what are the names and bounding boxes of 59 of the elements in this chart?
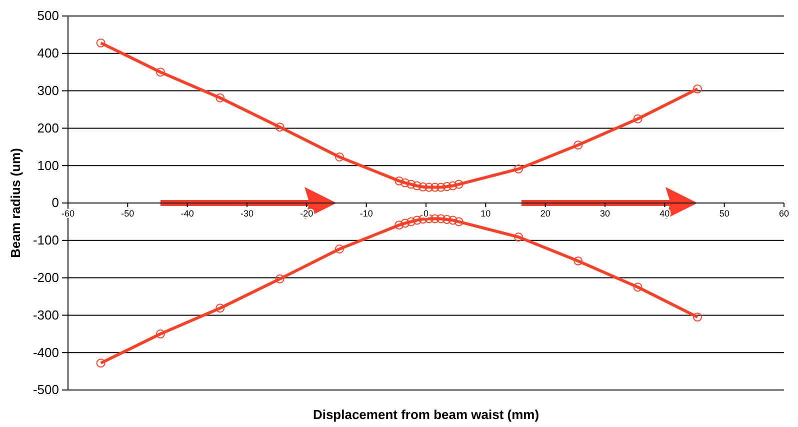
x-tick-label: -30 bbox=[240, 208, 254, 218]
point bbox=[514, 232, 523, 242]
x-tick-label: 20 bbox=[540, 208, 550, 218]
y-tick-label: -400 bbox=[32, 344, 59, 360]
point bbox=[448, 216, 458, 225]
point bbox=[442, 182, 452, 192]
y-tick-label: -200 bbox=[32, 270, 59, 285]
point bbox=[275, 122, 284, 132]
point bbox=[394, 220, 404, 230]
x-tick-label: 30 bbox=[600, 208, 610, 218]
point bbox=[448, 181, 458, 190]
point bbox=[334, 152, 344, 162]
y-axis-title: Beam radius (um) bbox=[8, 148, 23, 258]
point bbox=[574, 140, 583, 150]
point bbox=[436, 214, 446, 224]
point bbox=[406, 217, 416, 226]
point bbox=[633, 282, 642, 292]
point bbox=[412, 216, 422, 225]
y-tick-label: 100 bbox=[37, 158, 59, 173]
point bbox=[216, 93, 225, 102]
point bbox=[275, 274, 284, 284]
point bbox=[424, 182, 434, 192]
x-axis-title: Displacement from beam waist (mm) bbox=[312, 407, 540, 422]
point bbox=[514, 164, 523, 174]
point bbox=[216, 304, 225, 313]
point bbox=[400, 178, 410, 188]
point bbox=[436, 182, 446, 192]
point bbox=[454, 180, 464, 189]
point bbox=[156, 68, 165, 77]
y-tick-label: -500 bbox=[32, 382, 59, 398]
point bbox=[156, 329, 165, 338]
y-tick-label: -100 bbox=[32, 232, 59, 248]
point bbox=[454, 217, 464, 226]
point bbox=[430, 214, 440, 224]
point bbox=[406, 180, 416, 189]
point bbox=[430, 182, 440, 192]
x-tick-label: 50 bbox=[719, 208, 730, 218]
x-tick-label: -40 bbox=[180, 208, 194, 218]
point bbox=[574, 256, 583, 266]
point bbox=[412, 181, 422, 190]
x-tick-label: -50 bbox=[121, 208, 134, 218]
y-tick-label: 500 bbox=[37, 8, 59, 24]
point bbox=[418, 182, 428, 192]
point bbox=[394, 176, 404, 186]
x-tick-label: 10 bbox=[480, 208, 491, 218]
point bbox=[442, 214, 452, 224]
point bbox=[400, 218, 410, 228]
point bbox=[633, 114, 642, 124]
point bbox=[96, 38, 106, 48]
x-tick-label: 60 bbox=[778, 208, 790, 218]
y-tick-label: 300 bbox=[37, 82, 59, 98]
y-tick-label: -300 bbox=[32, 307, 59, 322]
y-tick-label: 200 bbox=[37, 120, 59, 136]
point bbox=[692, 312, 702, 322]
x-tick-label: -10 bbox=[360, 208, 373, 218]
y-tick-label: 400 bbox=[37, 46, 59, 61]
point bbox=[692, 84, 702, 94]
point bbox=[334, 244, 344, 254]
point bbox=[96, 358, 106, 368]
